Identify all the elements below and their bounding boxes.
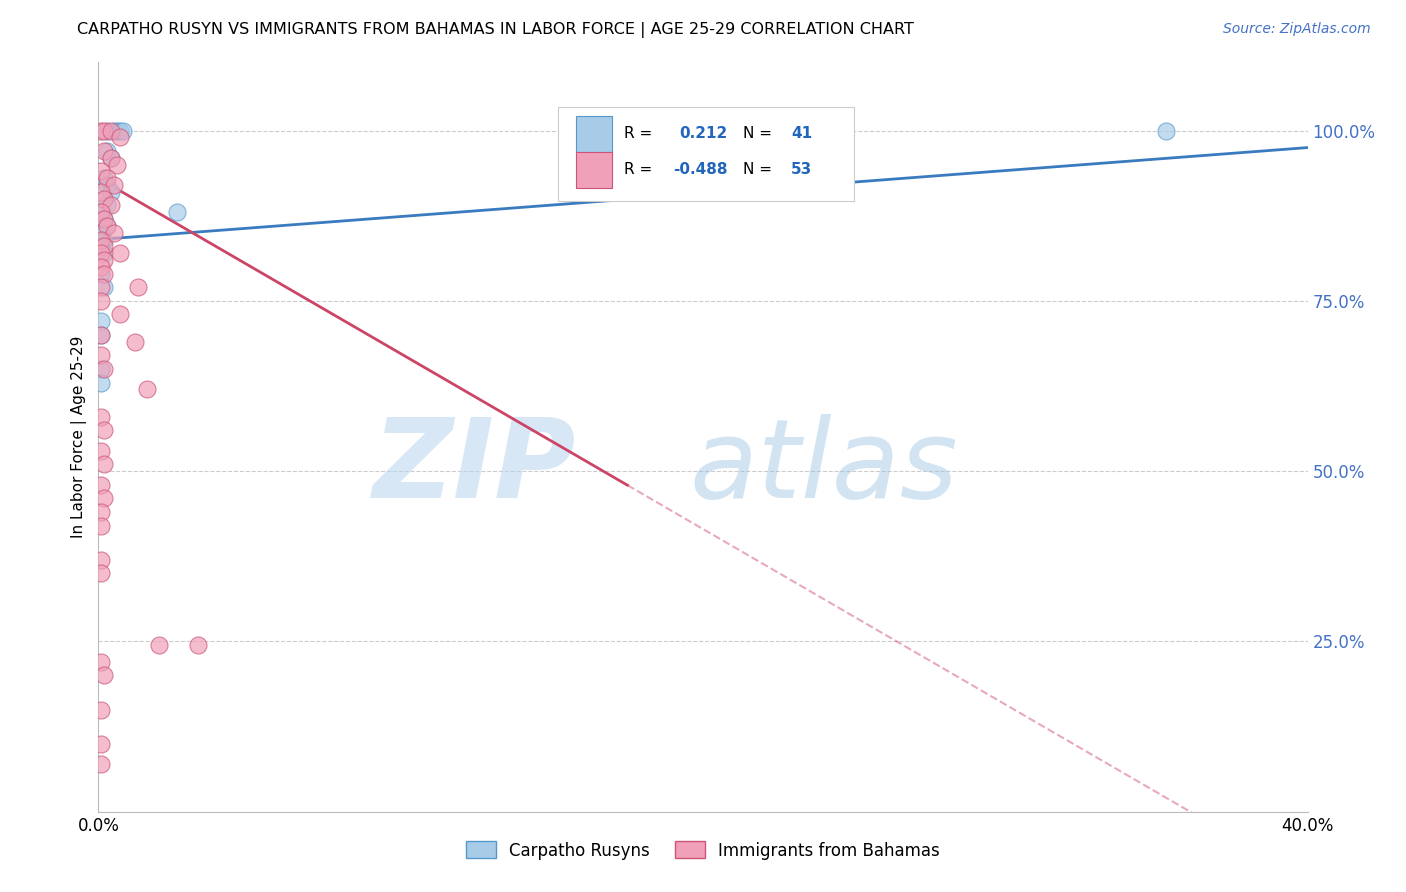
Point bbox=[93, 192, 115, 206]
Point bbox=[93, 267, 115, 281]
Text: N =: N = bbox=[742, 162, 772, 178]
Point bbox=[108, 130, 131, 145]
Point bbox=[105, 123, 128, 137]
Point bbox=[127, 280, 149, 294]
Point bbox=[93, 123, 115, 137]
Text: CARPATHO RUSYN VS IMMIGRANTS FROM BAHAMAS IN LABOR FORCE | AGE 25-29 CORRELATION: CARPATHO RUSYN VS IMMIGRANTS FROM BAHAMA… bbox=[77, 22, 914, 38]
Point bbox=[124, 334, 146, 349]
Point bbox=[96, 219, 118, 233]
Point bbox=[90, 443, 112, 458]
Point bbox=[96, 219, 118, 233]
Point bbox=[96, 178, 118, 192]
Text: 41: 41 bbox=[792, 126, 813, 141]
Point bbox=[93, 252, 115, 267]
Point bbox=[100, 185, 122, 199]
Point bbox=[111, 123, 134, 137]
Point bbox=[90, 552, 112, 566]
Point bbox=[93, 192, 115, 206]
Point bbox=[90, 362, 112, 376]
Point bbox=[108, 308, 131, 322]
Point bbox=[90, 185, 112, 199]
Point bbox=[93, 458, 115, 472]
Text: 0.212: 0.212 bbox=[679, 126, 727, 141]
Text: R =: R = bbox=[624, 162, 652, 178]
Point bbox=[90, 518, 112, 533]
Y-axis label: In Labor Force | Age 25-29: In Labor Force | Age 25-29 bbox=[72, 336, 87, 538]
Point bbox=[93, 171, 115, 186]
Legend: Carpatho Rusyns, Immigrants from Bahamas: Carpatho Rusyns, Immigrants from Bahamas bbox=[465, 841, 941, 860]
Point bbox=[105, 158, 128, 172]
FancyBboxPatch shape bbox=[576, 116, 613, 152]
Text: ZIP: ZIP bbox=[373, 414, 576, 521]
Point bbox=[90, 327, 112, 342]
FancyBboxPatch shape bbox=[558, 107, 855, 201]
Point bbox=[93, 246, 115, 260]
Point bbox=[90, 260, 112, 274]
Point bbox=[90, 164, 112, 178]
Point bbox=[90, 702, 112, 716]
Text: Source: ZipAtlas.com: Source: ZipAtlas.com bbox=[1223, 22, 1371, 37]
Point bbox=[90, 376, 112, 390]
Point bbox=[103, 123, 125, 137]
Point bbox=[96, 198, 118, 212]
Point bbox=[148, 638, 170, 652]
Text: R =: R = bbox=[624, 126, 652, 141]
Point bbox=[90, 239, 112, 253]
Point bbox=[103, 178, 125, 192]
Point bbox=[90, 280, 112, 294]
Point bbox=[90, 123, 112, 137]
Point bbox=[90, 757, 112, 772]
Point bbox=[1154, 123, 1177, 137]
Point bbox=[90, 566, 112, 581]
Point bbox=[93, 491, 115, 506]
Point bbox=[90, 348, 112, 362]
Text: 53: 53 bbox=[792, 162, 813, 178]
Point bbox=[93, 668, 115, 682]
Point bbox=[96, 171, 118, 186]
Point bbox=[100, 151, 122, 165]
Point bbox=[93, 280, 115, 294]
Point bbox=[187, 638, 209, 652]
Point bbox=[90, 477, 112, 491]
Point bbox=[90, 267, 112, 281]
Point bbox=[90, 233, 112, 247]
Point bbox=[90, 314, 112, 328]
Point bbox=[108, 246, 131, 260]
Point bbox=[93, 144, 115, 158]
Point bbox=[93, 362, 115, 376]
Text: atlas: atlas bbox=[689, 414, 959, 521]
Point bbox=[90, 205, 112, 219]
Point bbox=[135, 383, 157, 397]
FancyBboxPatch shape bbox=[576, 152, 613, 187]
Point bbox=[90, 409, 112, 424]
Point bbox=[90, 327, 112, 342]
Point bbox=[90, 505, 112, 519]
Point bbox=[100, 198, 122, 212]
Point bbox=[93, 212, 115, 227]
Point bbox=[90, 226, 112, 240]
Text: -0.488: -0.488 bbox=[672, 162, 727, 178]
Point bbox=[93, 212, 115, 227]
Point bbox=[93, 239, 115, 253]
Point bbox=[96, 144, 118, 158]
Point bbox=[93, 423, 115, 437]
Point bbox=[166, 205, 188, 219]
Point bbox=[96, 123, 118, 137]
Point bbox=[103, 226, 125, 240]
Point bbox=[90, 205, 112, 219]
Point bbox=[90, 655, 112, 669]
Text: N =: N = bbox=[742, 126, 772, 141]
Point bbox=[108, 123, 131, 137]
Point bbox=[90, 737, 112, 751]
Point bbox=[100, 123, 122, 137]
Point bbox=[90, 246, 112, 260]
Point bbox=[100, 151, 122, 165]
Point bbox=[93, 233, 115, 247]
Point bbox=[90, 293, 112, 308]
